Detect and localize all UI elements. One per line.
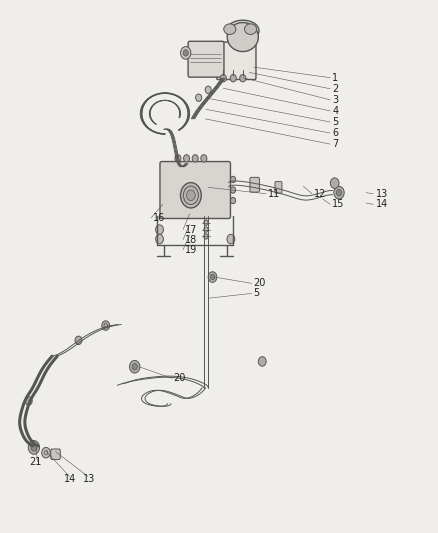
Text: 5: 5 (254, 288, 260, 298)
Circle shape (31, 443, 37, 451)
Circle shape (155, 235, 163, 244)
Text: 13: 13 (375, 189, 388, 199)
Text: 14: 14 (375, 199, 388, 209)
Text: 20: 20 (254, 278, 266, 288)
Text: 11: 11 (268, 189, 281, 199)
Circle shape (204, 234, 208, 239)
Circle shape (230, 187, 236, 193)
Text: 4: 4 (332, 106, 339, 116)
Circle shape (330, 178, 339, 189)
Ellipse shape (224, 24, 236, 35)
Circle shape (184, 155, 190, 162)
Text: 6: 6 (332, 128, 339, 138)
Circle shape (155, 225, 163, 235)
FancyBboxPatch shape (51, 449, 60, 459)
Ellipse shape (226, 20, 259, 41)
Ellipse shape (244, 24, 257, 35)
Circle shape (336, 190, 342, 196)
Circle shape (230, 75, 236, 82)
Circle shape (180, 46, 191, 59)
FancyBboxPatch shape (160, 161, 230, 219)
Circle shape (102, 321, 110, 330)
Circle shape (201, 155, 207, 162)
Ellipse shape (180, 183, 201, 208)
Circle shape (208, 272, 217, 282)
Circle shape (230, 176, 236, 183)
Text: 12: 12 (314, 189, 326, 199)
Circle shape (183, 50, 188, 56)
FancyBboxPatch shape (188, 41, 224, 77)
Circle shape (42, 447, 50, 458)
Text: 20: 20 (173, 373, 186, 383)
Text: 17: 17 (185, 224, 198, 235)
Text: 15: 15 (332, 199, 345, 209)
Ellipse shape (187, 190, 195, 200)
Text: 7: 7 (332, 139, 339, 149)
Circle shape (230, 197, 236, 204)
Text: 2: 2 (332, 84, 339, 94)
FancyBboxPatch shape (250, 177, 259, 192)
Circle shape (28, 441, 39, 454)
Text: 13: 13 (83, 473, 95, 483)
Circle shape (334, 187, 344, 199)
Text: 14: 14 (64, 473, 77, 483)
Circle shape (227, 235, 235, 244)
Text: 1: 1 (332, 72, 339, 83)
Ellipse shape (227, 22, 258, 52)
Circle shape (192, 155, 198, 162)
Circle shape (130, 360, 140, 373)
Circle shape (132, 364, 137, 370)
Text: 21: 21 (30, 457, 42, 467)
Circle shape (210, 274, 215, 280)
Circle shape (25, 397, 32, 405)
Circle shape (196, 94, 202, 101)
FancyBboxPatch shape (275, 182, 282, 193)
Text: 19: 19 (185, 245, 198, 255)
Text: 3: 3 (332, 95, 339, 105)
Circle shape (204, 220, 208, 225)
Circle shape (258, 357, 266, 366)
Text: 16: 16 (153, 213, 166, 223)
Ellipse shape (184, 186, 198, 205)
Text: 5: 5 (332, 117, 339, 127)
Circle shape (175, 155, 181, 162)
Circle shape (75, 336, 82, 344)
FancyBboxPatch shape (217, 42, 256, 79)
Circle shape (204, 227, 208, 232)
Circle shape (205, 86, 211, 93)
Circle shape (240, 75, 246, 82)
Text: 18: 18 (185, 235, 198, 245)
Circle shape (220, 75, 226, 82)
